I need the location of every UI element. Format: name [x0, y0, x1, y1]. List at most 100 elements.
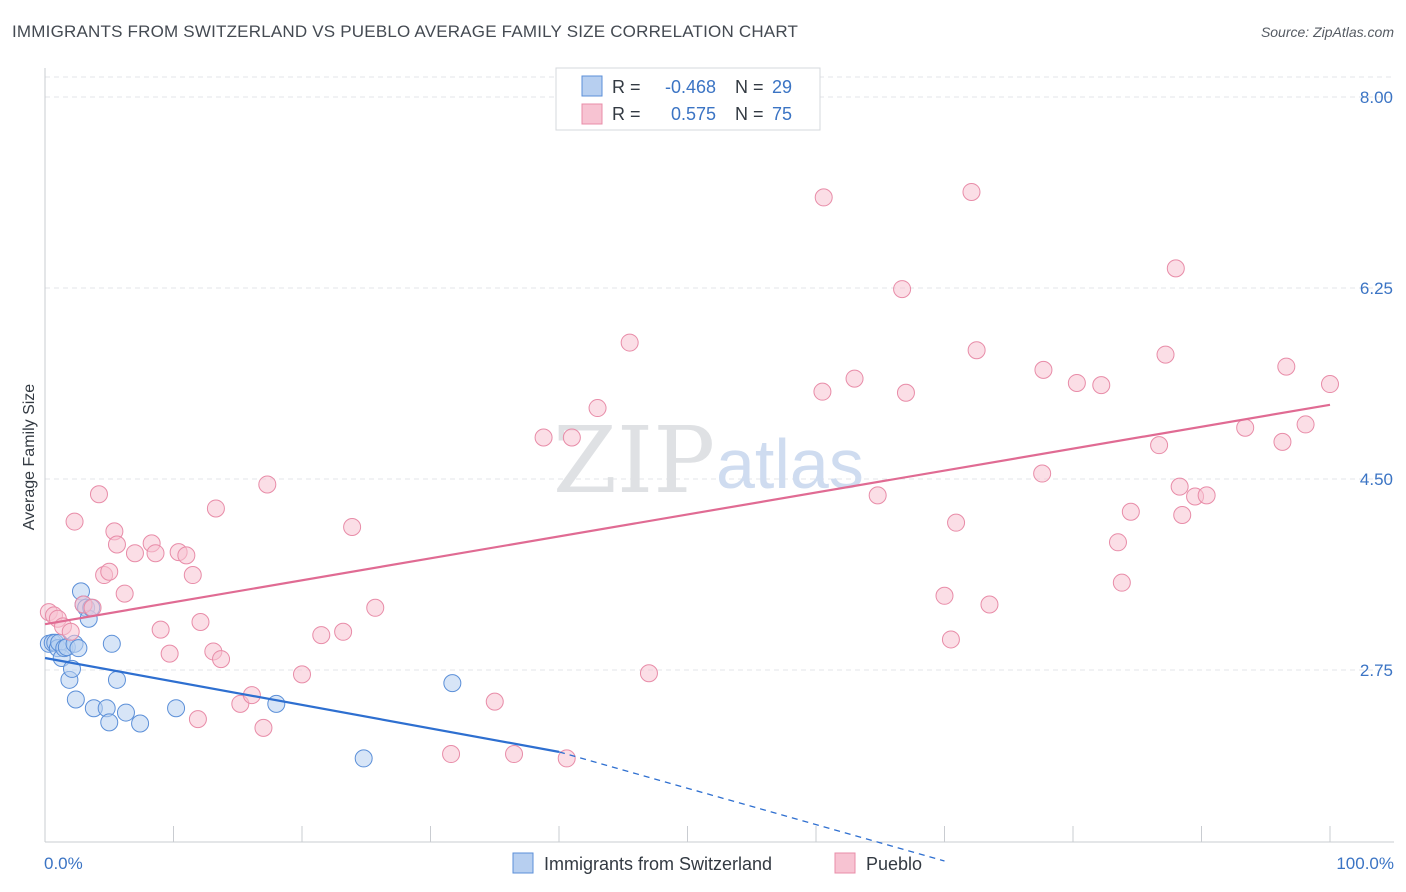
pueblo-point-44 — [639, 664, 658, 683]
x-tick-label-max: 100.0% — [1336, 854, 1394, 873]
pueblo-point-75 — [1321, 375, 1339, 394]
pueblo-point-12 — [107, 535, 126, 554]
legend-r-label-pueblo: R = — [612, 104, 641, 124]
pueblo-point-32 — [312, 626, 331, 645]
bottom-legend-label-pueblo: Pueblo — [866, 854, 922, 874]
legend-n-label-pueblo: N = — [735, 104, 764, 124]
pueblo-point-26 — [212, 650, 231, 669]
pueblo-point-60 — [1092, 376, 1111, 395]
pueblo-point-54 — [962, 182, 981, 201]
x-tick-label-min: 0.0% — [44, 854, 83, 873]
switzerland-point-26 — [267, 694, 286, 713]
pueblo-point-46 — [814, 188, 833, 207]
pueblo-point-13 — [115, 584, 134, 603]
pueblo-point-25 — [206, 499, 225, 518]
pueblo-point-22 — [188, 710, 207, 729]
pueblo-point-39 — [534, 428, 553, 447]
y-tick-label-1: 4.50 — [1360, 470, 1393, 489]
pueblo-point-66 — [1166, 259, 1185, 278]
legend-swatch-switzerland — [581, 75, 603, 97]
pueblo-point-55 — [967, 341, 986, 360]
pueblo-point-49 — [893, 280, 912, 299]
axes — [44, 68, 1394, 843]
pueblo-point-23 — [191, 612, 210, 631]
data-points — [39, 182, 1339, 768]
switzerland-point-18 — [102, 634, 121, 653]
pueblo-point-29 — [254, 718, 273, 737]
pueblo-point-43 — [620, 333, 639, 352]
switzerland-point-28 — [443, 674, 462, 693]
pueblo-point-62 — [1112, 573, 1131, 592]
pueblo-point-17 — [151, 620, 170, 639]
legend-r-value-switzerland: -0.468 — [665, 77, 716, 97]
legend-n-value-pueblo: 75 — [772, 104, 792, 124]
pueblo-point-30 — [258, 475, 277, 494]
pueblo-point-71 — [1236, 418, 1255, 437]
pueblo-point-68 — [1173, 506, 1192, 525]
pueblo-point-65 — [1156, 345, 1175, 364]
gridlines — [45, 76, 1394, 671]
pueblo-point-45 — [813, 382, 832, 401]
switzerland-trend-extension — [558, 751, 945, 862]
legend-box: R = -0.468 N = 29 R = 0.575 N = 75 — [555, 67, 821, 131]
y-axis-label: Average Family Size — [21, 384, 38, 531]
pueblo-point-16 — [146, 544, 165, 563]
pueblo-point-7 — [83, 598, 102, 617]
pueblo-point-37 — [485, 692, 504, 711]
pueblo-point-34 — [343, 518, 362, 537]
pueblo-point-41 — [562, 428, 581, 447]
pueblo-point-5 — [65, 512, 84, 531]
pueblo-point-40 — [557, 749, 576, 768]
pueblo-point-21 — [183, 566, 202, 585]
legend-n-value-switzerland: 29 — [772, 77, 792, 97]
pueblo-point-4 — [61, 622, 80, 641]
switzerland-point-23 — [116, 703, 135, 722]
bottom-legend: Immigrants from Switzerland Pueblo — [512, 852, 922, 874]
chart-title: IMMIGRANTS FROM SWITZERLAND VS PUEBLO AV… — [12, 22, 799, 41]
pueblo-point-18 — [160, 644, 179, 663]
switzerland-point-19 — [107, 670, 126, 689]
pueblo-point-67 — [1170, 477, 1189, 496]
pueblo-point-8 — [89, 485, 108, 504]
watermark-zip: ZIP — [553, 407, 715, 514]
pueblo-point-56 — [980, 595, 999, 614]
pueblo-point-31 — [293, 665, 311, 684]
pueblo-point-57 — [1034, 360, 1053, 379]
switzerland-point-11 — [66, 690, 85, 709]
pueblo-point-59 — [1067, 373, 1086, 392]
switzerland-point-22 — [100, 713, 119, 732]
watermark: ZIP atlas — [553, 407, 864, 514]
bottom-legend-swatch-switzerland — [512, 852, 534, 874]
pueblo-point-10 — [100, 562, 119, 581]
legend-r-label-switzerland: R = — [612, 77, 641, 97]
pueblo-point-50 — [896, 383, 915, 402]
pueblo-point-72 — [1277, 357, 1296, 376]
pueblo-point-47 — [845, 369, 864, 388]
source-label: Source: ZipAtlas.com — [1260, 24, 1394, 40]
switzerland-point-12 — [69, 639, 88, 658]
legend-n-label-switzerland: N = — [735, 77, 764, 97]
pueblo-point-51 — [935, 586, 954, 605]
pueblo-point-48 — [868, 486, 887, 505]
y-tick-label-2: 6.25 — [1360, 279, 1393, 298]
switzerland-trend-line — [44, 656, 560, 753]
pueblo-point-35 — [366, 598, 385, 617]
bottom-legend-label-switzerland: Immigrants from Switzerland — [544, 854, 772, 874]
pueblo-point-33 — [334, 622, 353, 641]
pueblo-point-61 — [1108, 533, 1127, 552]
pueblo-point-70 — [1197, 486, 1216, 505]
bottom-legend-swatch-pueblo — [834, 852, 856, 874]
pueblo-point-53 — [947, 513, 966, 532]
pueblo-trend-line — [44, 403, 1331, 626]
pueblo-point-36 — [442, 745, 461, 764]
pueblo-point-42 — [588, 399, 607, 418]
pueblo-point-63 — [1121, 502, 1140, 521]
pueblo-point-14 — [125, 544, 144, 563]
legend-r-value-pueblo: 0.575 — [671, 104, 716, 124]
trend-lines — [44, 403, 1331, 862]
pueblo-point-74 — [1296, 415, 1315, 434]
pueblo-point-73 — [1273, 432, 1292, 451]
watermark-atlas: atlas — [716, 425, 864, 503]
switzerland-point-27 — [354, 749, 373, 768]
